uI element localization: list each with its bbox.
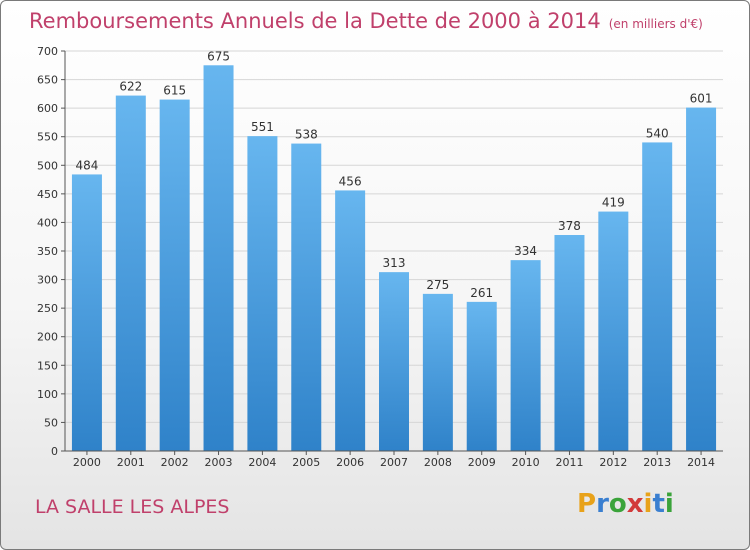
y-tick-label: 350 <box>37 245 58 258</box>
x-tick-label: 2007 <box>380 456 408 469</box>
y-tick-label: 550 <box>37 131 58 144</box>
bar-value-label: 540 <box>646 126 669 140</box>
bar-value-label: 275 <box>426 278 449 292</box>
x-axis-ticks: 2000 2001 2002 2003 2004 2005 2006 2007 2008 2009… <box>73 451 715 469</box>
bar <box>554 235 585 451</box>
logo-letter: i <box>643 489 653 519</box>
x-tick-label: 2001 <box>117 456 145 469</box>
x-tick-label: 2011 <box>555 456 583 469</box>
y-tick-label: 200 <box>37 331 58 344</box>
bar <box>291 143 322 452</box>
bar-value-label: 456 <box>339 174 362 188</box>
x-tick-label: 2003 <box>205 456 233 469</box>
y-tick-label: 0 <box>51 445 58 458</box>
logo-letter: i <box>664 489 674 519</box>
y-tick-label: 450 <box>37 188 58 201</box>
y-tick-label: 50 <box>44 416 58 429</box>
x-tick-label: 2014 <box>687 456 715 469</box>
bar-value-label: 551 <box>251 120 274 134</box>
bar-value-label: 261 <box>470 286 493 300</box>
y-axis-ticks: 0 50 100 150 200 250 300 350 400 450 500 550 600 650 7… <box>37 45 65 458</box>
bar-value-label: 538 <box>295 128 318 142</box>
x-tick-label: 2013 <box>643 456 671 469</box>
bar <box>159 99 190 452</box>
y-tick-label: 650 <box>37 74 58 87</box>
bar <box>335 190 366 451</box>
logo-letter: x <box>626 489 644 519</box>
x-tick-label: 2006 <box>336 456 364 469</box>
y-tick-label: 700 <box>37 45 58 58</box>
y-tick-label: 300 <box>37 274 58 287</box>
axes <box>64 51 723 452</box>
bar <box>642 142 673 451</box>
x-tick-label: 2010 <box>512 456 540 469</box>
bar-value-label: 419 <box>602 196 625 210</box>
commune-name: LA SALLE LES ALPES <box>35 496 230 518</box>
bar-value-label: 313 <box>383 256 406 270</box>
bars: 484 622 615 675 551 538 456 313 275 261 334 378 419 5… <box>71 49 717 452</box>
x-tick-label: 2000 <box>73 456 101 469</box>
bar <box>466 301 497 451</box>
y-tick-label: 400 <box>37 216 58 229</box>
chart-title-text: Remboursements Annuels de la Dette de 20… <box>29 9 601 33</box>
bar-value-label: 622 <box>119 80 142 94</box>
logo-letter: P <box>577 489 597 519</box>
bar <box>115 95 146 452</box>
bar <box>71 174 102 451</box>
logo-letter: t <box>652 489 665 519</box>
y-tick-label: 600 <box>37 102 58 115</box>
bar <box>379 272 409 451</box>
y-tick-label: 250 <box>37 302 58 315</box>
bar <box>598 211 629 451</box>
bar-value-label: 615 <box>163 84 186 98</box>
logo-letter: r <box>596 489 609 519</box>
bar <box>422 293 453 451</box>
x-tick-label: 2008 <box>424 456 452 469</box>
logo-letter: o <box>608 489 627 519</box>
bar-value-label: 334 <box>514 244 537 258</box>
x-tick-label: 2002 <box>161 456 189 469</box>
x-tick-label: 2004 <box>248 456 276 469</box>
y-tick-label: 150 <box>37 359 58 372</box>
y-tick-label: 500 <box>37 159 58 172</box>
x-tick-label: 2012 <box>599 456 627 469</box>
bar <box>203 65 234 452</box>
y-tick-label: 100 <box>37 388 58 401</box>
bar <box>686 107 717 452</box>
bar-value-label: 378 <box>558 219 581 233</box>
bar <box>247 136 278 451</box>
chart-title: Remboursements Annuels de la Dette de 20… <box>29 9 703 33</box>
proxiti-logo: Proxiti <box>577 489 674 519</box>
x-tick-label: 2005 <box>292 456 320 469</box>
x-tick-label: 2009 <box>468 456 496 469</box>
bar <box>510 260 541 451</box>
bar-value-label: 484 <box>75 158 98 172</box>
bar-value-label: 675 <box>207 49 230 63</box>
bar-value-label: 601 <box>690 92 713 106</box>
chart-unit: (en milliers d'€) <box>608 17 703 31</box>
